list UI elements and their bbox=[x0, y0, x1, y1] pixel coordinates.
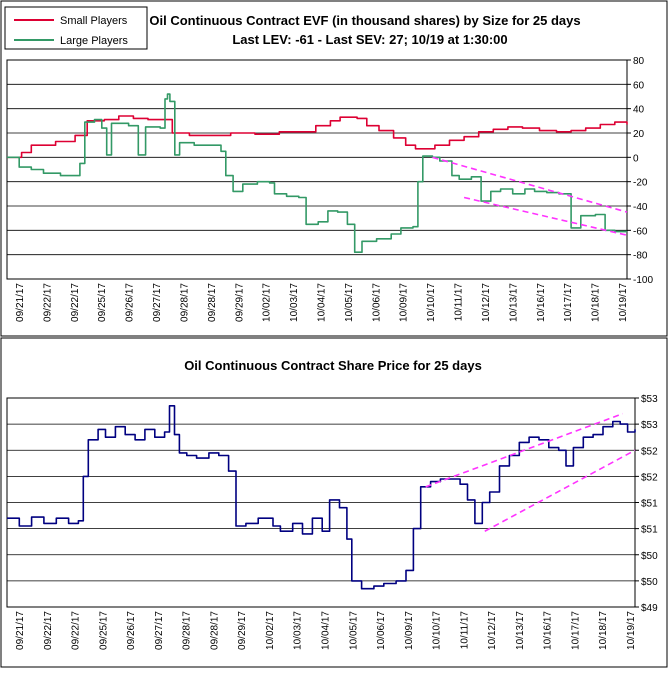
top-x-tick-label: 10/18/17 bbox=[591, 283, 602, 322]
top-chart-title: Oil Continuous Contract EVF (in thousand… bbox=[149, 13, 580, 28]
bottom-x-tick-label: 09/22/17 bbox=[43, 611, 54, 650]
top-legend: Small Players Large Players bbox=[4, 6, 148, 50]
top-x-tick-label: 09/22/17 bbox=[42, 283, 53, 322]
top-x-tick-label: 10/10/17 bbox=[426, 283, 437, 322]
bottom-x-tick-label: 09/28/17 bbox=[209, 611, 220, 650]
top-x-tick-label: 09/29/17 bbox=[234, 283, 245, 322]
bottom-y-tick-label: $51 bbox=[641, 499, 658, 510]
top-x-tick-label: 10/17/17 bbox=[563, 283, 574, 322]
bottom-x-tick-label: 09/22/17 bbox=[71, 611, 82, 650]
bottom-x-tick-label: 10/13/17 bbox=[515, 611, 526, 650]
top-x-tick-label: 10/13/17 bbox=[508, 283, 519, 322]
top-chart-subtitle: Last LEV: -61 - Last SEV: 27; 10/19 at 1… bbox=[232, 32, 507, 47]
top-y-tick-label: 20 bbox=[633, 129, 645, 140]
top-x-tick-label: 10/04/17 bbox=[317, 283, 328, 322]
bottom-trendline-1 bbox=[425, 412, 623, 488]
bottom-y-tick-label: $53 bbox=[641, 394, 658, 405]
top-x-tick-label: 09/25/17 bbox=[97, 283, 108, 322]
top-x-tick-label: 09/21/17 bbox=[15, 283, 26, 322]
top-y-tick-label: 0 bbox=[633, 153, 639, 164]
top-x-tick-label: 10/02/17 bbox=[262, 283, 273, 322]
top-y-tick-label: -100 bbox=[633, 275, 653, 286]
bottom-series-line-1 bbox=[7, 405, 636, 590]
bottom-x-tick-label: 10/19/17 bbox=[626, 611, 637, 650]
top-x-tick-label: 10/06/17 bbox=[371, 283, 382, 322]
bottom-x-tick-label: 10/05/17 bbox=[348, 611, 359, 650]
top-x-tick-label: 10/19/17 bbox=[618, 283, 629, 322]
bottom-x-tick-label: 09/28/17 bbox=[182, 611, 193, 650]
top-x-tick-label: 09/28/17 bbox=[179, 283, 190, 322]
bottom-chart-title: Oil Continuous Contract Share Price for … bbox=[184, 358, 482, 373]
bottom-x-tick-label: 10/16/17 bbox=[543, 611, 554, 650]
top-x-tick-label: 10/03/17 bbox=[289, 283, 300, 322]
bottom-x-tick-label: 09/25/17 bbox=[98, 611, 109, 650]
bottom-plot-area: $53 $53 $52 $52 $51 $51 $50 $50 $49 09/21/17 09/22… bbox=[6, 394, 658, 650]
top-y-tick-label: 80 bbox=[633, 56, 645, 67]
top-plot-border bbox=[6, 59, 628, 280]
top-plot-area: 80 60 40 20 0 -20 -40 -60 -80 -100 09/21/17 09/22/1… bbox=[6, 56, 653, 322]
bottom-y-tick-label: $52 bbox=[641, 446, 658, 457]
top-panel-frame bbox=[0, 0, 668, 337]
top-x-tick-label: 09/28/17 bbox=[207, 283, 218, 322]
bottom-x-tick-label: 10/12/17 bbox=[487, 611, 498, 650]
bottom-x-tick-label: 10/09/17 bbox=[404, 611, 415, 650]
top-x-tick-label: 10/05/17 bbox=[344, 283, 355, 322]
bottom-x-tick-label: 10/11/17 bbox=[459, 611, 470, 650]
bottom-x-tick-label: 10/04/17 bbox=[321, 611, 332, 650]
top-x-tick-label: 10/16/17 bbox=[536, 283, 547, 322]
bottom-x-tick-label: 10/17/17 bbox=[570, 611, 581, 650]
top-y-tick-label: -60 bbox=[633, 226, 648, 237]
bottom-y-tick-label: $51 bbox=[641, 525, 658, 536]
bottom-x-tick-label: 09/27/17 bbox=[154, 611, 165, 650]
top-x-tick-label: 10/09/17 bbox=[399, 283, 410, 322]
top-x-tick-label: 09/26/17 bbox=[125, 283, 136, 322]
bottom-x-tick-label: 10/02/17 bbox=[265, 611, 276, 650]
legend-label-small-players: Small Players bbox=[60, 15, 128, 27]
top-x-tick-label: 09/22/17 bbox=[70, 283, 81, 322]
top-y-tick-label: -20 bbox=[633, 178, 648, 189]
legend-box bbox=[4, 6, 148, 50]
bottom-y-tick-label: $52 bbox=[641, 472, 658, 483]
bottom-x-tick-label: 09/21/17 bbox=[15, 611, 26, 650]
top-x-tick-label: 10/11/17 bbox=[454, 283, 465, 322]
bottom-x-tick-label: 10/06/17 bbox=[376, 611, 387, 650]
bottom-y-tick-label: $50 bbox=[641, 577, 658, 588]
bottom-x-tick-label: 10/18/17 bbox=[598, 611, 609, 650]
legend-label-large-players: Large Players bbox=[60, 35, 128, 47]
top-trendline-1 bbox=[432, 156, 628, 213]
bottom-y-tick-label: $49 bbox=[641, 603, 658, 614]
bottom-x-tick-label: 10/03/17 bbox=[293, 611, 304, 650]
top-series-line-2 bbox=[7, 93, 627, 253]
top-y-tick-label: -40 bbox=[633, 202, 648, 213]
top-y-tick-label: -80 bbox=[633, 251, 648, 262]
bottom-x-tick-label: 09/29/17 bbox=[237, 611, 248, 650]
top-x-tick-label: 10/12/17 bbox=[481, 283, 492, 322]
bottom-x-tick-label: 10/10/17 bbox=[432, 611, 443, 650]
top-y-tick-label: 40 bbox=[633, 105, 645, 116]
top-y-tick-label: 60 bbox=[633, 80, 645, 91]
top-series-line-1 bbox=[7, 115, 628, 159]
top-x-tick-label: 09/27/17 bbox=[152, 283, 163, 322]
bottom-trendline-2 bbox=[484, 449, 636, 532]
bottom-x-tick-label: 09/26/17 bbox=[126, 611, 137, 650]
bottom-y-tick-label: $53 bbox=[641, 420, 658, 431]
bottom-y-tick-label: $50 bbox=[641, 551, 658, 562]
top-trendline-2 bbox=[463, 196, 628, 236]
